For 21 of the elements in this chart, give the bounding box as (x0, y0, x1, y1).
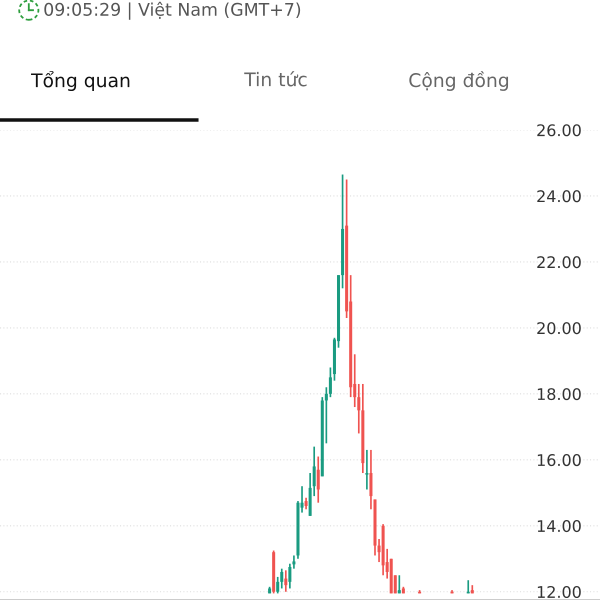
text: Tổng quan (31, 70, 130, 92)
candlestick (316, 456, 320, 504)
candlestick (276, 576, 280, 594)
y-tick-label: 18.00 (538, 388, 581, 400)
y-tick-label: 20.00 (537, 322, 581, 334)
y-tick-label: 16.00 (538, 454, 581, 466)
candlestick (466, 579, 470, 594)
candlestick (312, 446, 316, 497)
y-tick-label: 22.00 (537, 256, 581, 268)
y-tick-label: 12.00 (538, 586, 581, 598)
y-tick-label: 14.00 (538, 520, 581, 532)
candlestick (284, 569, 288, 593)
candlestick (365, 449, 368, 490)
candlestick (398, 574, 401, 594)
text: 09:05:29 | Việt Nam (GMT+7) (44, 2, 300, 20)
candlestick (304, 496, 308, 510)
text: Cộng đồng (409, 71, 508, 91)
text: Tin tức (244, 71, 307, 86)
candlestick (280, 568, 284, 590)
y-tick-label: 24.00 (537, 190, 581, 202)
y-tick-label: 26.00 (537, 124, 581, 136)
